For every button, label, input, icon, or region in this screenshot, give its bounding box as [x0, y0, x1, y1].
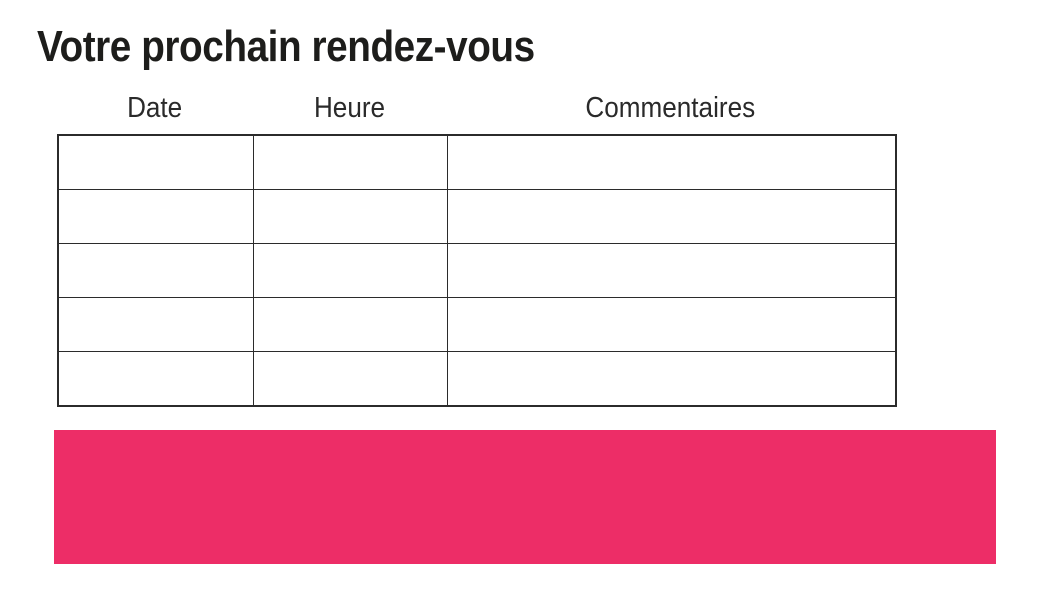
table-cell: [252, 134, 448, 190]
table-cell: [446, 296, 897, 352]
column-header-heure: Heure: [313, 92, 385, 124]
table-cell: [57, 188, 254, 244]
table-column-headers: Date Heure Commentaires: [57, 90, 895, 128]
table-cell: [446, 188, 897, 244]
appointments-table: [57, 133, 897, 407]
table-cell: [252, 188, 448, 244]
pink-accent-bar: [54, 430, 996, 564]
table-cell: [57, 134, 254, 190]
table-row: [57, 350, 897, 407]
table-cell: [252, 350, 448, 407]
page-title: Votre prochain rendez-vous: [37, 22, 535, 71]
table-row: [57, 296, 897, 352]
column-header-date: Date: [126, 92, 183, 124]
table-cell: [57, 242, 254, 298]
table-cell: [57, 296, 254, 352]
appointments-section: Date Heure Commentaires: [57, 90, 897, 407]
table-row: [57, 134, 897, 190]
table-cell: [446, 350, 897, 407]
table-cell: [57, 350, 254, 407]
table-cell: [446, 242, 897, 298]
table-cell: [446, 134, 897, 190]
table-cell: [252, 242, 448, 298]
column-header-commentaires: Commentaires: [585, 92, 756, 124]
table-row: [57, 242, 897, 298]
table-row: [57, 188, 897, 244]
table-cell: [252, 296, 448, 352]
